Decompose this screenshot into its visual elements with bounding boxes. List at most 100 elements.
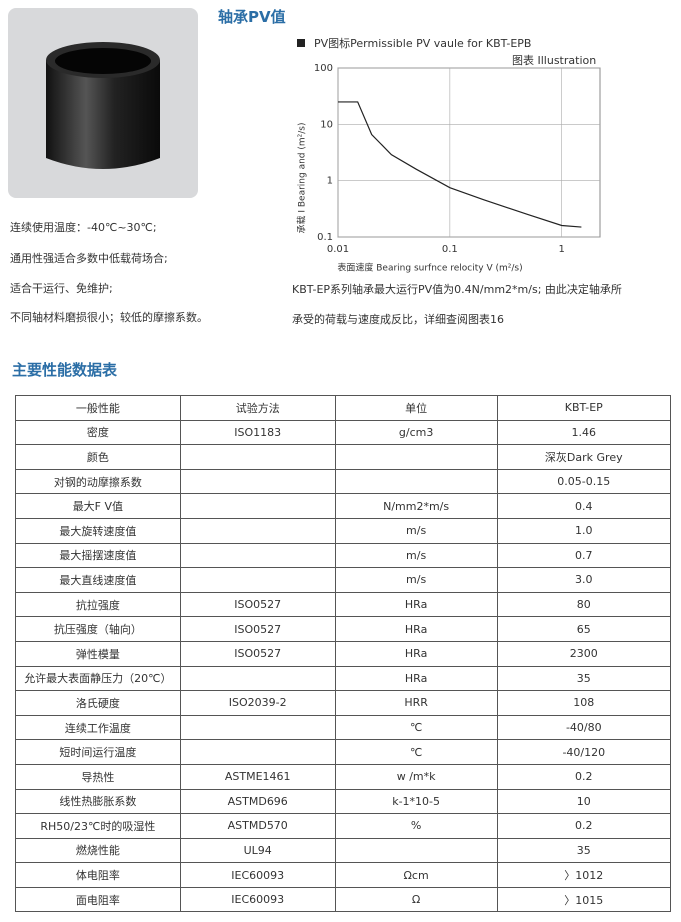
table-row: 颜色 深灰Dark Grey	[15, 444, 672, 470]
y-tick-label: 10	[320, 119, 333, 130]
table-cell: N/mm2*m/s	[334, 493, 498, 519]
table-row: 抗压强度（轴向） ISO0527 HRa 65	[15, 616, 672, 642]
table-cell: m/s	[334, 542, 498, 569]
table-cell: 密度	[15, 419, 181, 446]
table-cell: -40/80	[496, 714, 672, 741]
table-cell	[334, 444, 498, 470]
table-cell: k-1*10-5	[334, 788, 498, 815]
table-cell: IEC60093	[179, 886, 336, 913]
bushing-image	[46, 42, 160, 169]
x-tick-label: 0.1	[442, 244, 458, 255]
table-row: 最大F V值 N/mm2*m/s 0.4	[15, 493, 672, 519]
table-row: 最大旋转速度值 m/s 1.0	[15, 517, 672, 544]
table-cell: 最大旋转速度值	[15, 517, 181, 544]
table-cell	[179, 517, 336, 544]
table-row: 最大摇摆速度值 m/s 0.7	[15, 542, 672, 569]
table-cell	[179, 665, 336, 692]
table-cell: 35	[496, 665, 672, 692]
table-cell: 体电阻率	[15, 862, 181, 888]
product-photo	[8, 8, 198, 198]
table-row: 最大直线速度值 m/s 3.0	[15, 567, 672, 593]
table-cell: 对钢的动摩擦系数	[15, 468, 181, 495]
section-title: 主要性能数据表	[12, 361, 118, 379]
table-cell: -40/120	[496, 739, 672, 765]
table-cell	[334, 468, 498, 495]
table-row: 允许最大表面静压力（20℃） HRa 35	[15, 665, 672, 692]
table-cell: 〉1015	[496, 886, 672, 913]
table-cell: 1.0	[496, 517, 672, 544]
feature: 连续使用温度：-40℃~30℃;	[10, 221, 157, 234]
table-cell: 深灰Dark Grey	[496, 444, 672, 470]
table-cell: %	[334, 813, 498, 839]
table-cell: 最大摇摆速度值	[15, 542, 181, 569]
table-cell: w /m*k	[334, 763, 498, 790]
table-cell: 短时间运行温度	[15, 739, 181, 765]
table-cell	[179, 444, 336, 470]
table-cell: 0.4	[496, 493, 672, 519]
table-row: 连续工作温度 ℃ -40/80	[15, 714, 672, 741]
table-cell	[334, 837, 498, 864]
table-row: 对钢的动摩擦系数 0.05-0.15	[15, 468, 672, 495]
table-cell	[179, 714, 336, 741]
table-cell: g/cm3	[334, 419, 498, 446]
data-table: 一般性能 试验方法 单位 KBT-EP 密度 ISO1183 g/cm3 1.46 颜色 深灰Da…	[15, 395, 672, 913]
table-cell: UL94	[179, 837, 336, 864]
table-cell: 连续工作温度	[15, 714, 181, 741]
table-cell	[179, 567, 336, 593]
table-cell: 0.05-0.15	[496, 468, 672, 495]
table-cell: 3.0	[496, 567, 672, 593]
table-cell: 0.7	[496, 542, 672, 569]
table-cell: Ωcm	[334, 862, 498, 888]
table-cell: 80	[496, 591, 672, 618]
table-cell: ISO0527	[179, 616, 336, 642]
note: 承受的荷载与速度成反比，详细查阅图表16	[292, 313, 504, 326]
bullet	[297, 39, 305, 47]
note: KBT-EP系列轴承最大运行PV值为0.4N/mm2*m/s; 由此决定轴承所	[292, 283, 622, 296]
table-cell: ASTME1461	[179, 763, 336, 790]
table-row: 燃烧性能 UL94 35	[15, 837, 672, 864]
table-cell: ISO2039-2	[179, 690, 336, 716]
table-cell: 导热性	[15, 763, 181, 790]
y-tick-label: 1	[327, 176, 333, 187]
table-cell: 10	[496, 788, 672, 815]
table-cell: 〉1012	[496, 862, 672, 888]
table-cell: 35	[496, 837, 672, 864]
table-cell: 0.2	[496, 813, 672, 839]
table-cell: 最大直线速度值	[15, 567, 181, 593]
table-cell: 最大F V值	[15, 493, 181, 519]
table-cell: HRa	[334, 665, 498, 692]
table-cell: 面电阻率	[15, 886, 181, 913]
table-cell: 线性热膨胀系数	[15, 788, 181, 815]
table-cell: RH50/23℃时的吸湿性	[15, 813, 181, 839]
table-cell: HRR	[334, 690, 498, 716]
feature: 适合干运行、免维护;	[10, 282, 113, 295]
table-cell: ℃	[334, 739, 498, 765]
table-cell: 抗拉强度	[15, 591, 181, 618]
table-cell: 颜色	[15, 444, 181, 470]
table-row: 体电阻率 IEC60093 Ωcm 〉1012	[15, 862, 672, 888]
table-cell: ASTMD570	[179, 813, 336, 839]
table-cell: ℃	[334, 714, 498, 741]
y-tick-label: 0.1	[317, 232, 333, 243]
table-row: RH50/23℃时的吸湿性 ASTMD570% 0.2	[15, 813, 672, 839]
y-tick-label: 100	[314, 63, 333, 74]
feature: 不同轴材料磨损很小；较低的摩擦系数。	[10, 311, 208, 324]
table-row: 密度 ISO1183 g/cm3 1.46	[15, 419, 672, 446]
table-cell: IEC60093	[179, 862, 336, 888]
table-cell: 65	[496, 616, 672, 642]
table-cell: 单位	[334, 395, 498, 421]
table-row: 弹性模量 ISO0527 HRa 2300	[15, 640, 672, 667]
x-tick-label: 0.01	[327, 244, 349, 255]
table-cell	[179, 739, 336, 765]
table-cell: ASTMD696	[179, 788, 336, 815]
table-cell	[179, 542, 336, 569]
table-cell: ISO1183	[179, 419, 336, 446]
table-cell: 2300	[496, 640, 672, 667]
table-cell: 弹性模量	[15, 640, 181, 667]
table-row: 抗拉强度 ISO0527 HRa 80	[15, 591, 672, 618]
chart-subtitle: 图表 Illustration	[512, 54, 597, 67]
table-row: 导热性 ASTME1461 w /m*k 0.2	[15, 763, 672, 790]
chart: 承载 I Bearing and (m²/s) 表面速度 Bearing sur…	[296, 63, 601, 274]
table-cell: 抗压强度（轴向）	[15, 616, 181, 642]
